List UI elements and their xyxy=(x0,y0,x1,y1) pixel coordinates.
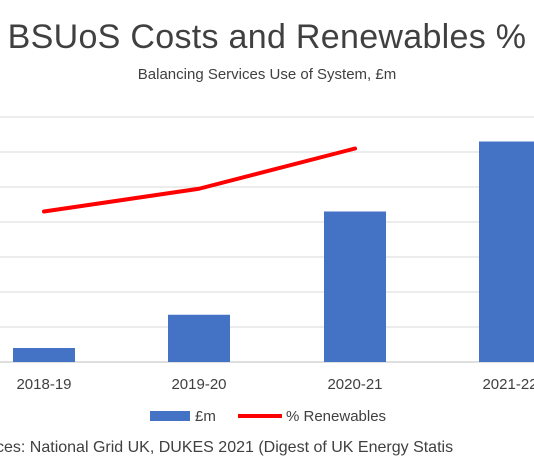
x-tick-label: 2019-20 xyxy=(171,376,226,393)
bar-2019-20 xyxy=(168,314,230,362)
chart-title: BSUoS Costs and Renewables % xyxy=(7,18,527,56)
bar-2021-22 xyxy=(479,141,534,362)
chart-subtitle: Balancing Services Use of System, £m xyxy=(137,66,397,83)
x-tick-label: 2020-21 xyxy=(327,376,382,393)
legend-label-line: % Renewables xyxy=(286,408,386,425)
x-tick-label: 2021-22 xyxy=(482,376,534,393)
legend-swatch-bar xyxy=(150,411,190,421)
renewables-line xyxy=(42,146,357,214)
source-note: ces: National Grid UK, DUKES 2021 (Diges… xyxy=(0,439,454,456)
bar-2020-21 xyxy=(324,211,386,362)
bar-2018-19 xyxy=(13,348,75,362)
legend-label-bar: £m xyxy=(195,408,216,425)
x-tick-label: 2018-19 xyxy=(16,376,71,393)
